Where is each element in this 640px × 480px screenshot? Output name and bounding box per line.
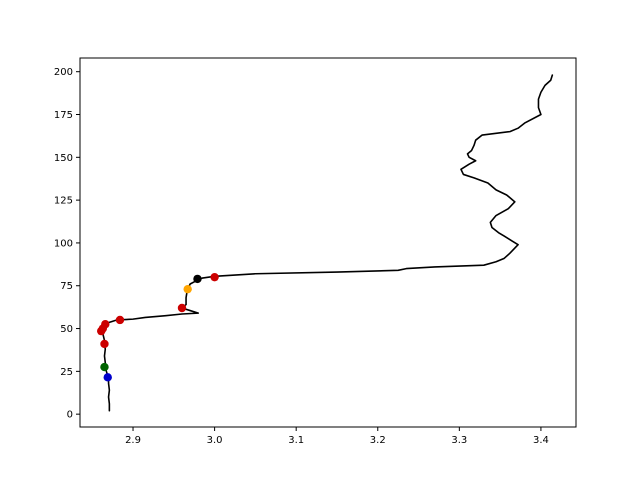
x-axis: 2.9 3.0 3.1 3.2 3.3 3.4	[125, 427, 549, 446]
marker-point-10	[210, 272, 219, 282]
plot-area	[97, 74, 554, 412]
y-tick-label: 200	[54, 67, 73, 78]
marker-point-9	[193, 274, 202, 284]
y-tick-label: 25	[60, 367, 73, 378]
marker-point-0	[103, 373, 112, 382]
x-tick-label: 3.2	[370, 435, 386, 446]
y-tick-label: 150	[54, 153, 73, 164]
x-tick-label: 3.4	[533, 435, 549, 446]
y-tick-label: 100	[54, 238, 73, 249]
marker-point-6	[115, 315, 125, 325]
marker-point-2	[100, 339, 109, 349]
x-tick-label: 3.3	[451, 435, 467, 446]
y-tick-label: 75	[60, 281, 73, 292]
x-tick-label: 2.9	[125, 435, 141, 446]
y-tick-label: 0	[67, 410, 73, 421]
series-line-0	[99, 74, 554, 412]
y-tick-label: 125	[54, 196, 73, 207]
marker-point-1	[100, 362, 109, 372]
marker-point-5	[101, 320, 110, 329]
y-tick-label: 50	[60, 324, 73, 335]
y-axis: 0 25 50 75 100 125 150 175 200	[54, 67, 80, 421]
x-tick-label: 3.0	[207, 435, 223, 446]
x-tick-label: 3.1	[288, 435, 304, 446]
y-tick-label: 175	[54, 110, 73, 121]
marker-point-8	[183, 284, 192, 294]
marker-point-7	[177, 303, 187, 313]
